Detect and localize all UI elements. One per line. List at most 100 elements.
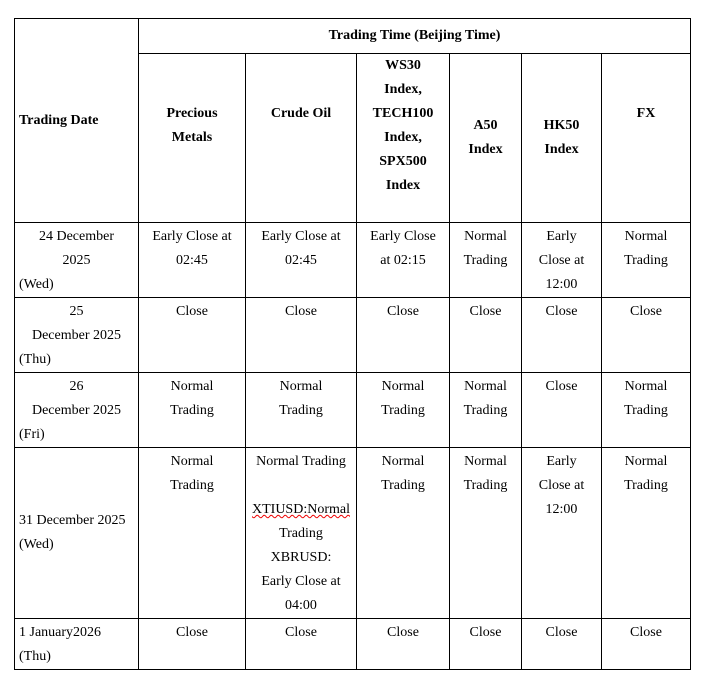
cell-line: 02:45 (285, 253, 317, 268)
cell-line: Early Close at (152, 229, 232, 244)
cell-line: Precious (166, 106, 218, 121)
cell-line: (Thu) (19, 649, 51, 664)
cell-line: Trading (170, 403, 214, 418)
trading-time-header: Trading Time (Beijing Time) (138, 18, 691, 54)
cell-line: Early (546, 454, 577, 469)
column-header: Crude Oil (245, 53, 357, 223)
cell-line: Early Close at (261, 229, 341, 244)
cell-line: Early Close (370, 229, 436, 244)
cell-line: A50 (473, 118, 498, 133)
cell-line: Trading (279, 403, 323, 418)
table-row: 25 December 2025 (Thu) Close Close Close Close… (14, 297, 691, 373)
schedule-cell: Close (521, 618, 602, 670)
cell-line: HK50 (543, 118, 580, 133)
column-header: HK50 Index (521, 53, 602, 223)
column-header: Precious Metals (138, 53, 246, 223)
cell-line: Index (385, 178, 421, 193)
cell-line: WS30 (385, 58, 421, 73)
cell-line: (Fri) (19, 427, 45, 442)
cell-line: 1 January2026 (19, 625, 102, 640)
table-row: 1 January2026 (Thu) Close Close Close Close Cl… (14, 618, 691, 670)
schedule-cell: Early Close at 12:00 (521, 447, 602, 619)
schedule-cell: Normal Trading (601, 372, 691, 448)
cell-line: Index (468, 142, 503, 157)
cell-line: Close (176, 304, 208, 319)
cell-line: Index, (384, 82, 422, 97)
cell-line: Normal Trading (256, 454, 346, 469)
schedule-cell: Close (449, 618, 522, 670)
cell-line: Close (285, 625, 317, 640)
cell-line: Trading (381, 478, 425, 493)
cell-line: Trading (624, 403, 668, 418)
cell-line: Close (545, 625, 578, 640)
cell-line: (Thu) (19, 352, 51, 367)
cell-line: Trading (463, 403, 508, 418)
schedule-cell: Early Close at 12:00 (521, 222, 602, 298)
schedule-cell: Normal Trading (601, 222, 691, 298)
cell-line: 02:45 (176, 253, 208, 268)
cell-line: (Wed) (19, 537, 54, 552)
cell-line: Normal (381, 379, 425, 394)
cell-line: Trading (463, 478, 508, 493)
cell-line: Normal (170, 379, 214, 394)
schedule-cell: Early Close at 02:45 (245, 222, 357, 298)
cell-line: at 02:15 (380, 253, 426, 268)
schedule-cell: Close (449, 297, 522, 373)
schedule-cell: Early Close at 02:15 (356, 222, 450, 298)
schedule-cell: Normal Trading (138, 447, 246, 619)
schedule-cell: Normal Trading (356, 372, 450, 448)
cell-line: Normal (624, 379, 668, 394)
cell-line: Normal (464, 229, 507, 244)
schedule-cell: Close (138, 618, 246, 670)
schedule-cell: Close (245, 618, 357, 670)
cell-line: December 2025 (31, 403, 122, 418)
trading-date-header: Trading Date (14, 18, 139, 223)
schedule-cell: Normal Trading (601, 447, 691, 619)
cell-line: Early (546, 229, 577, 244)
cell-line: Normal (170, 454, 214, 469)
trading-time-label: Trading Time (Beijing Time) (328, 28, 501, 43)
cell-line: Close (387, 304, 419, 319)
schedule-cell: Close (601, 618, 691, 670)
trading-date-label: Trading Date (19, 112, 99, 128)
cell-line: Trading (624, 478, 668, 493)
table-row: 31 December 2025 (Wed) Normal Trading Normal… (14, 447, 691, 619)
cell-line: Close (469, 304, 502, 319)
cell-line: Trading (463, 253, 508, 268)
schedule-cell: Normal Trading (449, 222, 522, 298)
trading-schedule-table: Trading Date Trading Time (Beijing Time)… (14, 18, 691, 670)
cell-line: Close (630, 304, 662, 319)
cell-line: Normal (624, 454, 668, 469)
cell-line: TECH100 (372, 106, 434, 121)
cell-line: Index (544, 142, 579, 157)
cell-line: Crude Oil (270, 106, 332, 121)
cell-line: Close (545, 379, 578, 394)
schedule-cell: Close (356, 618, 450, 670)
cell-line: Metals (171, 130, 213, 145)
trading-date-cell: 31 December 2025 (Wed) (14, 447, 139, 619)
schedule-cell: Normal Trading XTIUSD:Normal Trading XBRUS… (245, 447, 357, 619)
schedule-cell: Early Close at 02:45 (138, 222, 246, 298)
trading-date-cell: 25 December 2025 (Thu) (14, 297, 139, 373)
schedule-cell: Close (521, 297, 602, 373)
cell-line: Close (387, 625, 419, 640)
column-header: FX (601, 53, 691, 223)
cell-line: SPX500 (379, 154, 427, 169)
cell-line: Close at (538, 253, 585, 268)
schedule-cell: Normal Trading (449, 447, 522, 619)
cell-line: Trading (170, 478, 214, 493)
schedule-cell: Close (245, 297, 357, 373)
cell-line: 24 December (38, 229, 115, 244)
cell-line: 31 December 2025 (19, 513, 126, 528)
cell-line: FX (636, 106, 656, 121)
cell-line: Close at (538, 478, 585, 493)
column-header: A50 Index (449, 53, 522, 223)
schedule-cell: Close (521, 372, 602, 448)
cell-line: Normal (381, 454, 425, 469)
cell-line: Trading (381, 403, 425, 418)
table-row: 24 December 2025 (Wed) Early Close at 02:45 E… (14, 222, 691, 298)
schedule-cell: Close (601, 297, 691, 373)
cell-line: Early Close at (261, 574, 341, 589)
trading-date-cell: 1 January2026 (Thu) (14, 618, 139, 670)
schedule-cell: Close (356, 297, 450, 373)
